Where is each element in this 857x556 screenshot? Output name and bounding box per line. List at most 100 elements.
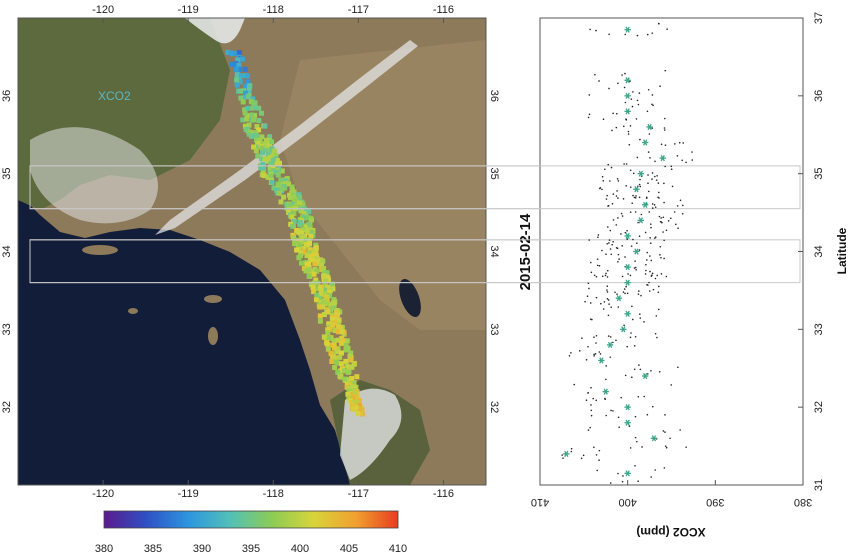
swath-pixel	[279, 168, 285, 174]
sounding-dot	[637, 396, 640, 398]
swath-pixel	[331, 338, 337, 344]
swath-pixel	[245, 94, 251, 100]
sounding-dot	[637, 480, 639, 483]
sounding-dot	[647, 88, 650, 91]
sounding-dot	[625, 163, 628, 165]
sounding-dot	[663, 201, 665, 204]
swath-pixel	[333, 314, 339, 320]
sounding-dot	[595, 334, 598, 337]
swath-pixel	[334, 309, 340, 315]
swath-pixel	[269, 139, 275, 145]
sounding-dot	[657, 291, 660, 294]
sounding-dot	[608, 303, 610, 305]
swath-pixel	[330, 286, 336, 292]
colorbar-tick-label: 385	[144, 543, 162, 555]
sounding-dot	[629, 274, 632, 277]
swath-pixel	[291, 194, 297, 200]
swath-pixel	[317, 318, 323, 324]
scatter-stars	[563, 26, 666, 477]
sounding-dot	[660, 217, 662, 219]
swath-pixel	[259, 156, 265, 162]
sounding-dot	[624, 33, 627, 36]
map-lon-tick-label: -119	[178, 4, 199, 16]
swath-pixel	[249, 112, 255, 118]
sounding-dot	[627, 273, 629, 275]
swath-pixel	[317, 295, 323, 301]
swath-pixel	[273, 153, 279, 159]
sounding-dot	[629, 169, 632, 172]
sounding-dot	[595, 296, 598, 299]
sounding-dot	[601, 249, 603, 252]
swath-pixel	[253, 148, 259, 154]
sounding-dot	[632, 91, 634, 93]
sounding-dot	[654, 206, 657, 208]
swath-pixel	[259, 145, 265, 151]
swath-pixel	[342, 368, 348, 374]
sounding-dot	[675, 223, 677, 226]
sounding-dot	[585, 359, 588, 361]
swath-pixel	[315, 280, 321, 286]
latitude-band	[29, 239, 801, 284]
mean-star-marker	[659, 155, 666, 162]
map-lat-tick-label: 36	[1, 90, 13, 102]
sounding-dot	[657, 285, 660, 288]
sounding-dot	[679, 199, 682, 202]
map-lon-tick-label: -119	[178, 488, 199, 500]
swath-pixel	[335, 337, 341, 343]
swath-pixel	[255, 141, 261, 147]
swath-pixel	[290, 223, 296, 229]
sounding-dot	[647, 284, 649, 286]
sounding-dot	[603, 301, 606, 303]
swath-pixel	[254, 133, 260, 139]
scatter-y-ticks: 31 32 33 34 35 36 37	[798, 12, 825, 491]
sounding-dot	[601, 188, 603, 191]
swath-pixel	[299, 208, 305, 214]
swath-pixel	[297, 242, 303, 248]
swath-pixel	[274, 158, 280, 164]
sounding-dot	[590, 414, 593, 417]
swath-pixel	[346, 395, 352, 401]
sounding-dot	[573, 383, 576, 386]
swath-pixel	[270, 168, 276, 174]
sounding-dot	[609, 482, 612, 484]
date-label: 2015-02-14	[517, 213, 534, 290]
sounding-dot	[625, 185, 627, 187]
swath-pixel	[256, 105, 262, 111]
sounding-dot	[659, 254, 661, 256]
sounding-dot	[623, 125, 625, 128]
sounding-dot	[590, 404, 592, 406]
swath-pixel	[234, 72, 240, 78]
map-lon-tick-label: -117	[348, 488, 369, 500]
sounding-dot	[598, 264, 601, 267]
sounding-dot	[604, 274, 607, 277]
mean-star-marker	[615, 295, 623, 302]
sounding-dot	[637, 103, 640, 106]
sounding-dot	[593, 446, 595, 449]
sounding-dot	[624, 292, 626, 295]
sounding-dot	[629, 186, 632, 188]
sounding-dot	[631, 105, 634, 108]
sounding-dot	[677, 366, 679, 369]
sounding-dot	[616, 178, 619, 180]
swath-pixel	[296, 255, 302, 261]
swath-pixel	[337, 354, 343, 360]
swath-pixel	[300, 202, 306, 208]
sounding-dot	[648, 211, 651, 213]
swath-pixel	[269, 146, 275, 152]
sounding-dot	[616, 112, 618, 115]
swath-pixel	[325, 330, 331, 336]
sounding-dot	[634, 335, 637, 338]
sounding-dot	[629, 336, 632, 339]
sounding-dot	[632, 172, 635, 175]
sounding-dot	[617, 253, 620, 256]
swath-pixel	[260, 161, 266, 167]
sounding-dot	[610, 166, 613, 169]
swath-pixel	[321, 300, 327, 306]
swath-pixel	[274, 185, 280, 191]
swath-pixel	[335, 369, 341, 375]
swath-pixel	[262, 143, 268, 149]
sounding-dot	[585, 399, 588, 402]
swath-pixel	[251, 117, 257, 123]
sounding-dot	[612, 341, 614, 344]
sounding-dot	[640, 213, 643, 216]
